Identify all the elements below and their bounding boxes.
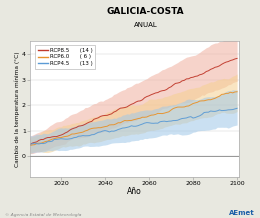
Text: © Agencia Estatal de Meteorología: © Agencia Estatal de Meteorología — [5, 213, 82, 217]
Text: ANUAL: ANUAL — [134, 22, 158, 28]
Legend: RCP8.5      (14 ), RCP6.0      ( 6 ), RCP4.5      (13 ): RCP8.5 (14 ), RCP6.0 ( 6 ), RCP4.5 (13 ) — [35, 45, 95, 69]
X-axis label: Año: Año — [127, 187, 142, 196]
Y-axis label: Cambio de la temperatura mínima (°C): Cambio de la temperatura mínima (°C) — [15, 51, 21, 167]
Text: GALICIA-COSTA: GALICIA-COSTA — [107, 7, 184, 15]
Text: AEmet: AEmet — [229, 210, 255, 216]
